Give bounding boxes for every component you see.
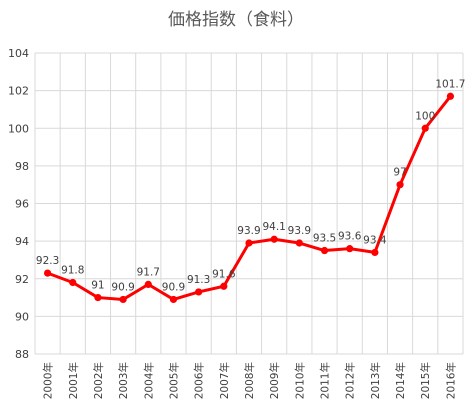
x-tick-label: 2010年 bbox=[293, 362, 306, 399]
data-label: 91 bbox=[91, 280, 104, 292]
data-label: 93.5 bbox=[313, 233, 336, 245]
data-point bbox=[169, 295, 178, 304]
data-label: 93.9 bbox=[237, 225, 260, 237]
data-label: 91.6 bbox=[212, 268, 236, 280]
data-point bbox=[270, 235, 278, 243]
data-label: 91.3 bbox=[187, 274, 210, 286]
x-tick-label: 2005年 bbox=[167, 362, 180, 399]
x-tick-label: 2003年 bbox=[117, 362, 130, 399]
series-line bbox=[46, 94, 452, 301]
x-tick-label: 2012年 bbox=[344, 362, 357, 399]
x-tick-label: 2011年 bbox=[319, 362, 332, 399]
x-tick-label: 2006年 bbox=[193, 362, 206, 399]
data-label: 94.1 bbox=[262, 221, 285, 233]
y-tick-label: 92 bbox=[15, 273, 29, 286]
data-labels: 92.391.891 90.991.790.991.3 91.693.9 94.1 93… bbox=[36, 78, 466, 293]
data-label: 97 bbox=[393, 167, 406, 179]
data-point bbox=[320, 246, 329, 255]
y-tick-label: 88 bbox=[15, 348, 29, 361]
y-tick-label: 94 bbox=[15, 235, 29, 248]
data-point bbox=[346, 245, 354, 253]
data-point bbox=[43, 269, 52, 277]
x-tick-label: 2007年 bbox=[218, 362, 231, 399]
y-tick-label: 100 bbox=[8, 122, 29, 135]
data-point bbox=[195, 288, 203, 296]
data-point bbox=[421, 124, 429, 132]
data-point bbox=[119, 295, 127, 304]
data-label: 93.4 bbox=[363, 234, 387, 246]
data-label: 101.7 bbox=[435, 78, 465, 90]
data-point bbox=[144, 280, 152, 288]
series-points bbox=[43, 92, 455, 304]
data-point bbox=[295, 239, 303, 247]
data-label: 93.6 bbox=[338, 231, 362, 243]
x-tick-label: 2000年 bbox=[42, 362, 55, 399]
x-tick-label: 2009年 bbox=[268, 362, 281, 399]
x-tick-label: 2001年 bbox=[67, 362, 80, 399]
x-tick-label: 2008年 bbox=[243, 362, 256, 399]
data-point bbox=[396, 181, 404, 189]
data-point bbox=[371, 248, 379, 257]
gridlines bbox=[34, 52, 464, 355]
data-point bbox=[69, 278, 77, 287]
data-label: 91.8 bbox=[61, 265, 84, 277]
y-axis-ticks: 88 90 92 94 96 98 100 102 104 bbox=[8, 47, 29, 361]
x-tick-label: 2013年 bbox=[369, 362, 382, 399]
x-tick-label: 2016年 bbox=[444, 362, 457, 399]
data-point bbox=[220, 282, 228, 290]
series-line-layer bbox=[46, 94, 452, 301]
data-point bbox=[446, 92, 455, 100]
chart-title: 価格指数（食料） bbox=[168, 10, 304, 30]
x-axis-ticks: 2000年 2001年 2002年 2003年 2004年 2005年 2006年 2007年… bbox=[42, 362, 458, 399]
x-tick-label: 2014年 bbox=[394, 362, 407, 399]
y-tick-label: 102 bbox=[8, 85, 29, 98]
y-tick-label: 104 bbox=[8, 47, 29, 60]
data-label: 90.9 bbox=[111, 281, 134, 293]
data-label: 93.9 bbox=[288, 225, 311, 237]
x-tick-label: 2002年 bbox=[92, 362, 105, 399]
data-point bbox=[245, 239, 253, 247]
y-tick-label: 98 bbox=[15, 160, 29, 173]
data-label: 91.7 bbox=[137, 266, 160, 278]
data-label: 100 bbox=[415, 110, 435, 122]
x-tick-label: 2015年 bbox=[419, 362, 432, 399]
y-tick-label: 96 bbox=[15, 198, 29, 211]
y-tick-label: 90 bbox=[15, 310, 29, 323]
data-label: 92.3 bbox=[36, 255, 59, 267]
data-point bbox=[94, 293, 102, 302]
x-tick-label: 2004年 bbox=[142, 362, 155, 399]
data-label: 90.9 bbox=[162, 281, 185, 293]
